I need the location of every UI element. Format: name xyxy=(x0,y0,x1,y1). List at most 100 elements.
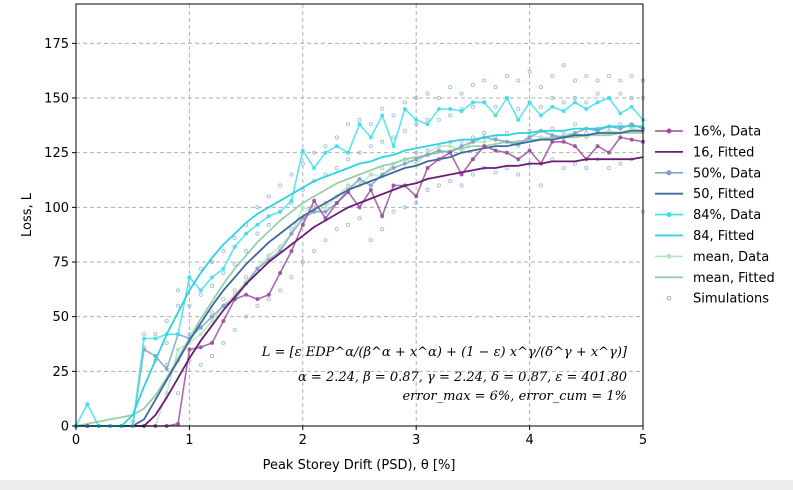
simulation-point xyxy=(244,314,249,319)
series-point xyxy=(289,198,294,203)
simulation-point xyxy=(402,128,407,133)
series-point xyxy=(527,100,532,105)
series-point xyxy=(289,231,294,236)
series-point xyxy=(312,198,317,203)
simulation-point xyxy=(436,183,441,188)
simulation-point xyxy=(448,179,453,184)
series-point xyxy=(595,100,600,105)
simulation-point xyxy=(210,259,215,265)
simulation-point xyxy=(538,85,543,90)
series-point xyxy=(402,106,407,111)
simulation-point xyxy=(584,74,589,79)
series-point xyxy=(289,249,294,254)
series-point xyxy=(448,144,453,149)
y-tick-label: 25 xyxy=(52,365,69,380)
series-point xyxy=(368,135,373,140)
series-line-7 xyxy=(75,132,643,427)
series-point xyxy=(380,113,385,118)
series-point xyxy=(561,109,566,114)
series-point xyxy=(493,148,498,153)
grid xyxy=(76,4,643,426)
series-point xyxy=(368,187,373,192)
series-point xyxy=(210,275,215,280)
simulation-point xyxy=(606,74,612,79)
simulation-point xyxy=(210,310,215,315)
legend-marker xyxy=(666,170,672,176)
series-point xyxy=(244,292,249,297)
series-line-5 xyxy=(76,125,643,427)
series-point xyxy=(210,319,215,324)
series-point xyxy=(334,144,339,149)
simulation-point xyxy=(380,106,385,112)
simulation-point xyxy=(266,194,271,199)
simulation-point xyxy=(572,122,578,127)
simulation-point xyxy=(232,288,237,293)
series-point xyxy=(436,157,441,162)
x-tick-label: 5 xyxy=(639,433,647,448)
simulation-point xyxy=(164,318,169,324)
simulation-point xyxy=(380,227,385,232)
simulation-point xyxy=(516,78,521,83)
series-point xyxy=(278,270,283,275)
legend-label: 50, Fitted xyxy=(693,187,754,202)
series-point xyxy=(187,275,192,280)
simulation-point xyxy=(255,303,260,308)
simulation-point xyxy=(255,231,260,236)
series-point xyxy=(425,122,430,127)
legend-label: 16, Fitted xyxy=(693,145,754,160)
series-point xyxy=(504,139,509,144)
series-point xyxy=(85,402,90,407)
simulation-point xyxy=(425,117,430,122)
series-point xyxy=(164,367,169,372)
series-point xyxy=(278,244,283,249)
simulation-point xyxy=(176,303,181,308)
simulation-point xyxy=(232,262,237,267)
simulation-point xyxy=(176,288,181,293)
series-point xyxy=(414,117,419,122)
series-point xyxy=(436,148,441,153)
simulation-point xyxy=(550,95,555,101)
simulation-point xyxy=(368,122,373,127)
simulation-point xyxy=(618,78,623,83)
series-point xyxy=(459,109,464,114)
y-tick-label: 125 xyxy=(44,146,69,161)
simulation-point xyxy=(470,82,475,87)
series-point xyxy=(436,106,441,111)
series-point xyxy=(312,165,317,170)
x-tick-label: 3 xyxy=(412,433,420,448)
series-point xyxy=(198,332,203,337)
simulation-point xyxy=(187,303,192,308)
simulation-point xyxy=(323,238,328,243)
simulation-point xyxy=(414,122,419,127)
series-point xyxy=(414,157,419,162)
series-point xyxy=(618,135,623,140)
simulation-point xyxy=(402,205,407,210)
y-tick-label: 0 xyxy=(61,420,69,435)
simulation-point xyxy=(629,74,634,79)
series-point xyxy=(629,126,634,131)
series-point xyxy=(527,148,532,153)
simulation-point xyxy=(244,275,249,280)
series-point xyxy=(346,190,351,195)
series-point xyxy=(618,111,623,116)
simulation-point xyxy=(266,222,271,227)
simulation-point xyxy=(391,113,396,118)
simulation-point xyxy=(436,95,441,101)
simulation-point xyxy=(210,284,215,289)
series-point xyxy=(357,205,362,210)
simulation-point xyxy=(482,78,487,83)
simulation-point xyxy=(221,340,226,345)
x-tick-label: 4 xyxy=(525,433,533,448)
series-point xyxy=(198,325,203,330)
simulation-point xyxy=(618,91,623,96)
series-point xyxy=(210,340,215,345)
series-point xyxy=(334,200,339,205)
simulation-point xyxy=(572,78,578,83)
simulation-point xyxy=(584,100,589,105)
series-point xyxy=(572,144,577,149)
simulation-point xyxy=(448,85,453,90)
series-point xyxy=(470,100,475,105)
simulation-point xyxy=(391,209,396,214)
